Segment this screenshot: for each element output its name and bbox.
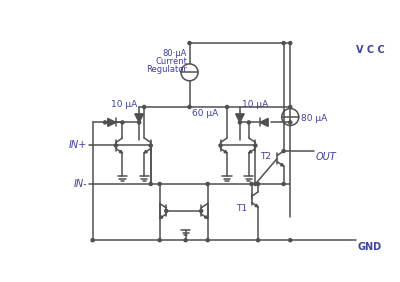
Polygon shape	[224, 150, 227, 153]
Circle shape	[114, 144, 118, 147]
Polygon shape	[260, 118, 268, 126]
Text: V C C: V C C	[356, 45, 385, 55]
Circle shape	[104, 121, 106, 124]
Text: T1: T1	[236, 204, 248, 213]
Circle shape	[289, 41, 292, 45]
Circle shape	[219, 144, 222, 147]
Text: 10 μA: 10 μA	[242, 100, 268, 109]
Circle shape	[247, 121, 250, 124]
Polygon shape	[205, 216, 208, 219]
Text: 60 μA: 60 μA	[192, 109, 218, 118]
Circle shape	[188, 105, 191, 109]
Polygon shape	[135, 114, 143, 122]
Polygon shape	[249, 150, 252, 153]
Polygon shape	[108, 118, 116, 126]
Circle shape	[282, 149, 285, 153]
Polygon shape	[160, 216, 163, 219]
Circle shape	[158, 182, 161, 186]
Circle shape	[149, 144, 152, 147]
Text: 80 μA: 80 μA	[301, 114, 327, 123]
Text: IN+: IN+	[69, 140, 87, 151]
Circle shape	[165, 210, 168, 212]
Circle shape	[158, 239, 161, 242]
Circle shape	[238, 121, 242, 124]
Circle shape	[143, 105, 146, 109]
Circle shape	[149, 182, 152, 186]
Circle shape	[121, 121, 124, 124]
Circle shape	[206, 182, 209, 186]
Circle shape	[289, 239, 292, 242]
Circle shape	[289, 105, 292, 109]
Text: IN-: IN-	[74, 179, 87, 189]
Circle shape	[256, 239, 260, 242]
Text: OUT: OUT	[316, 152, 336, 162]
Circle shape	[91, 239, 94, 242]
Circle shape	[254, 144, 257, 147]
Circle shape	[188, 41, 191, 45]
Circle shape	[184, 239, 187, 242]
Circle shape	[206, 239, 209, 242]
Polygon shape	[255, 204, 258, 207]
Circle shape	[138, 121, 141, 124]
Circle shape	[282, 41, 285, 45]
Text: Current: Current	[155, 57, 187, 66]
Circle shape	[250, 182, 253, 186]
Circle shape	[289, 121, 292, 124]
Polygon shape	[236, 114, 244, 122]
Text: T2: T2	[260, 152, 271, 161]
Polygon shape	[119, 150, 122, 153]
Circle shape	[200, 210, 203, 212]
Circle shape	[256, 182, 260, 186]
Polygon shape	[280, 163, 284, 166]
Text: GND: GND	[358, 242, 382, 252]
Circle shape	[226, 105, 228, 109]
Circle shape	[254, 182, 257, 186]
Polygon shape	[144, 150, 147, 153]
Text: 80·μA: 80·μA	[163, 49, 187, 58]
Circle shape	[282, 182, 285, 186]
Text: Regulator: Regulator	[146, 65, 187, 74]
Text: 10 μA: 10 μA	[110, 100, 137, 109]
